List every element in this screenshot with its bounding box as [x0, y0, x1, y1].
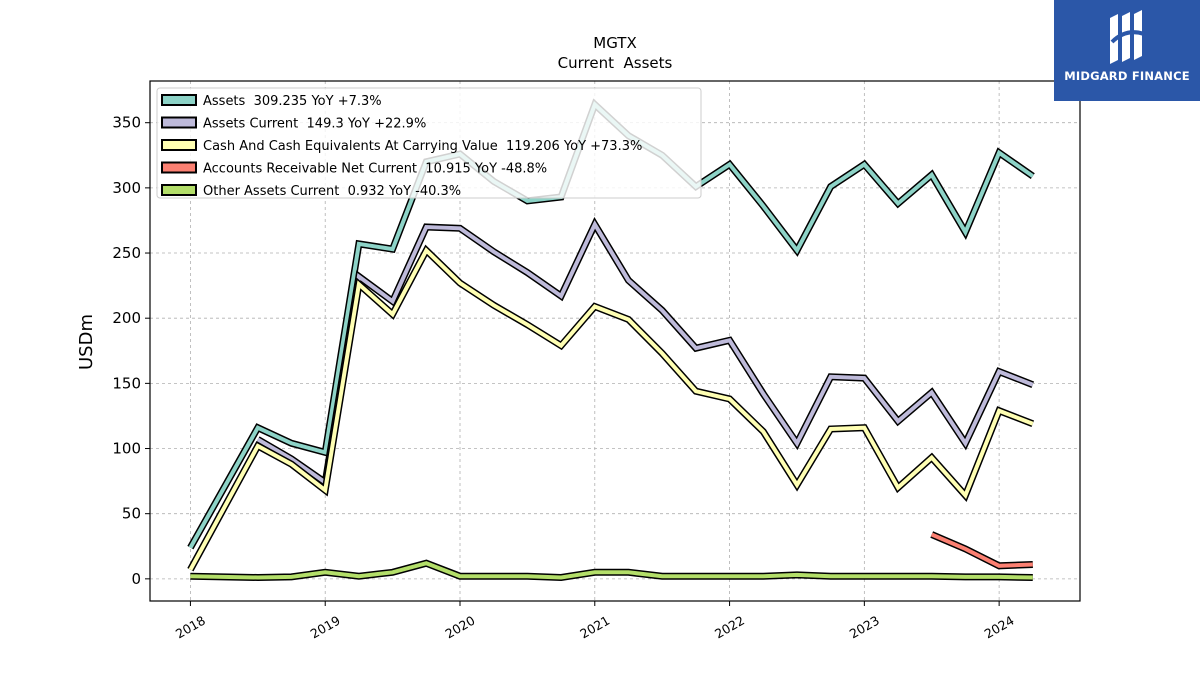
x-tick-label: 2022 [712, 613, 747, 642]
y-axis-label: USDm [76, 314, 97, 370]
legend-label-4: Accounts Receivable Net Current 10.915 Y… [203, 162, 547, 177]
y-tick-label: 200 [112, 309, 141, 327]
x-tick-label: 2020 [442, 613, 477, 642]
legend-label-3: Cash And Cash Equivalents At Carrying Va… [203, 139, 642, 154]
legend: Assets 309.235 YoY +7.3% Assets Current 1… [156, 87, 702, 199]
y-tick-label: 350 [112, 114, 141, 132]
series-line-5 [190, 561, 1033, 580]
y-tick-label: 0 [131, 570, 141, 588]
x-tick-label: 2021 [577, 613, 612, 642]
y-tick-label: 100 [112, 440, 141, 458]
legend-swatch-5 [161, 184, 197, 196]
legend-label-5: Other Assets Current 0.932 YoY -40.3% [203, 184, 461, 199]
chart-title: MGTX [593, 34, 636, 52]
midgard-logo-icon [1110, 10, 1145, 64]
x-tick-label: 2023 [847, 613, 882, 642]
brand-logo: MIDGARD FINANCE [1054, 0, 1200, 101]
series-line-4 [930, 532, 1033, 568]
x-tick-label: 2018 [173, 613, 208, 642]
legend-label-1: Assets 309.235 YoY +7.3% [203, 94, 382, 109]
chart-subtitle: Current Assets [558, 54, 673, 72]
legend-label-2: Assets Current 149.3 YoY +22.9% [203, 117, 426, 132]
legend-box [156, 87, 702, 199]
y-tick-label: 300 [112, 179, 141, 197]
legend-swatch-4 [161, 161, 197, 174]
series-line-3 [188, 247, 1034, 571]
y-tick-label: 150 [112, 374, 141, 392]
series-line-2 [256, 220, 1034, 486]
legend-swatch-3 [161, 139, 197, 151]
x-tick-label: 2019 [308, 613, 343, 642]
x-tick-label: 2024 [982, 613, 1017, 642]
y-tick-label: 50 [122, 505, 141, 523]
series-line-outline [256, 216, 1035, 489]
plot-frame [149, 80, 1081, 602]
legend-swatch-2 [161, 116, 197, 129]
y-tick-label: 250 [112, 244, 141, 262]
brand-name: MIDGARD FINANCE [1064, 69, 1190, 83]
legend-swatch-1 [161, 94, 197, 106]
